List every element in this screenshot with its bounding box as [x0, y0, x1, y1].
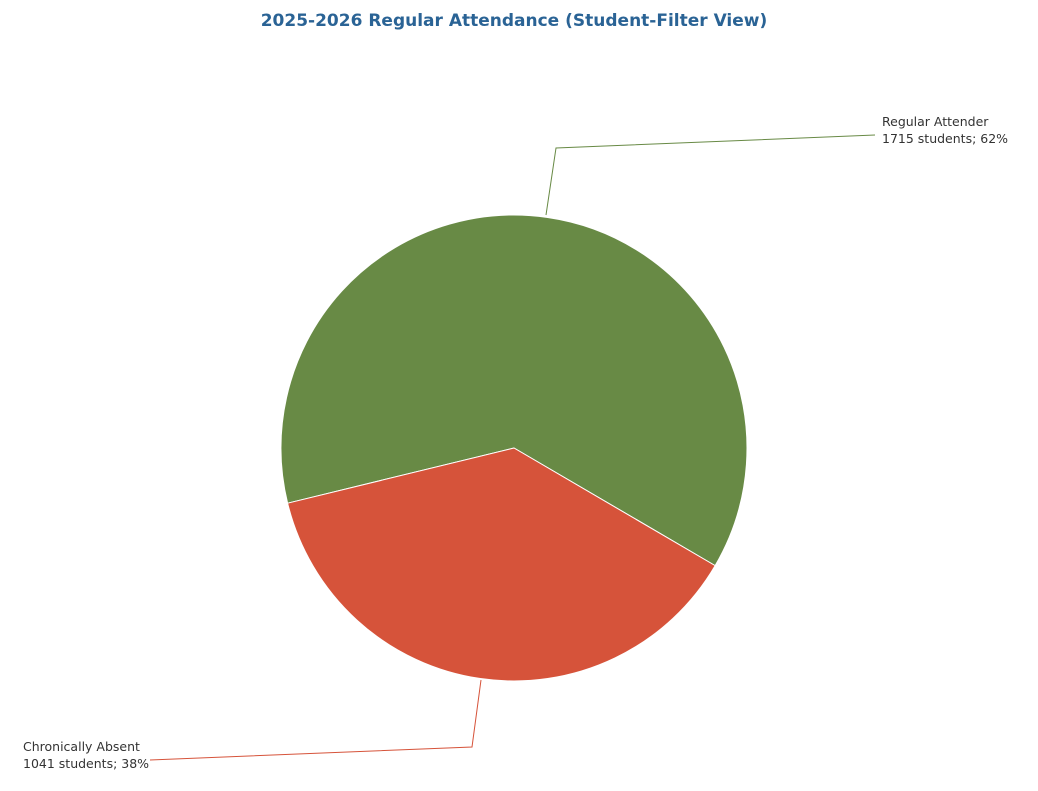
pie-slice	[287, 447, 716, 682]
chart-title: 2025-2026 Regular Attendance (Student-Fi…	[261, 11, 768, 31]
leader-line	[149, 679, 482, 761]
pie-slice	[280, 214, 748, 567]
slice-value-label: 1715 students; 62%	[882, 131, 1008, 146]
slice-value-label: 1041 students; 38%	[23, 756, 149, 771]
leader-line	[545, 134, 876, 216]
slice-label: Chronically Absent	[23, 739, 140, 754]
slice-label: Regular Attender	[882, 114, 989, 129]
